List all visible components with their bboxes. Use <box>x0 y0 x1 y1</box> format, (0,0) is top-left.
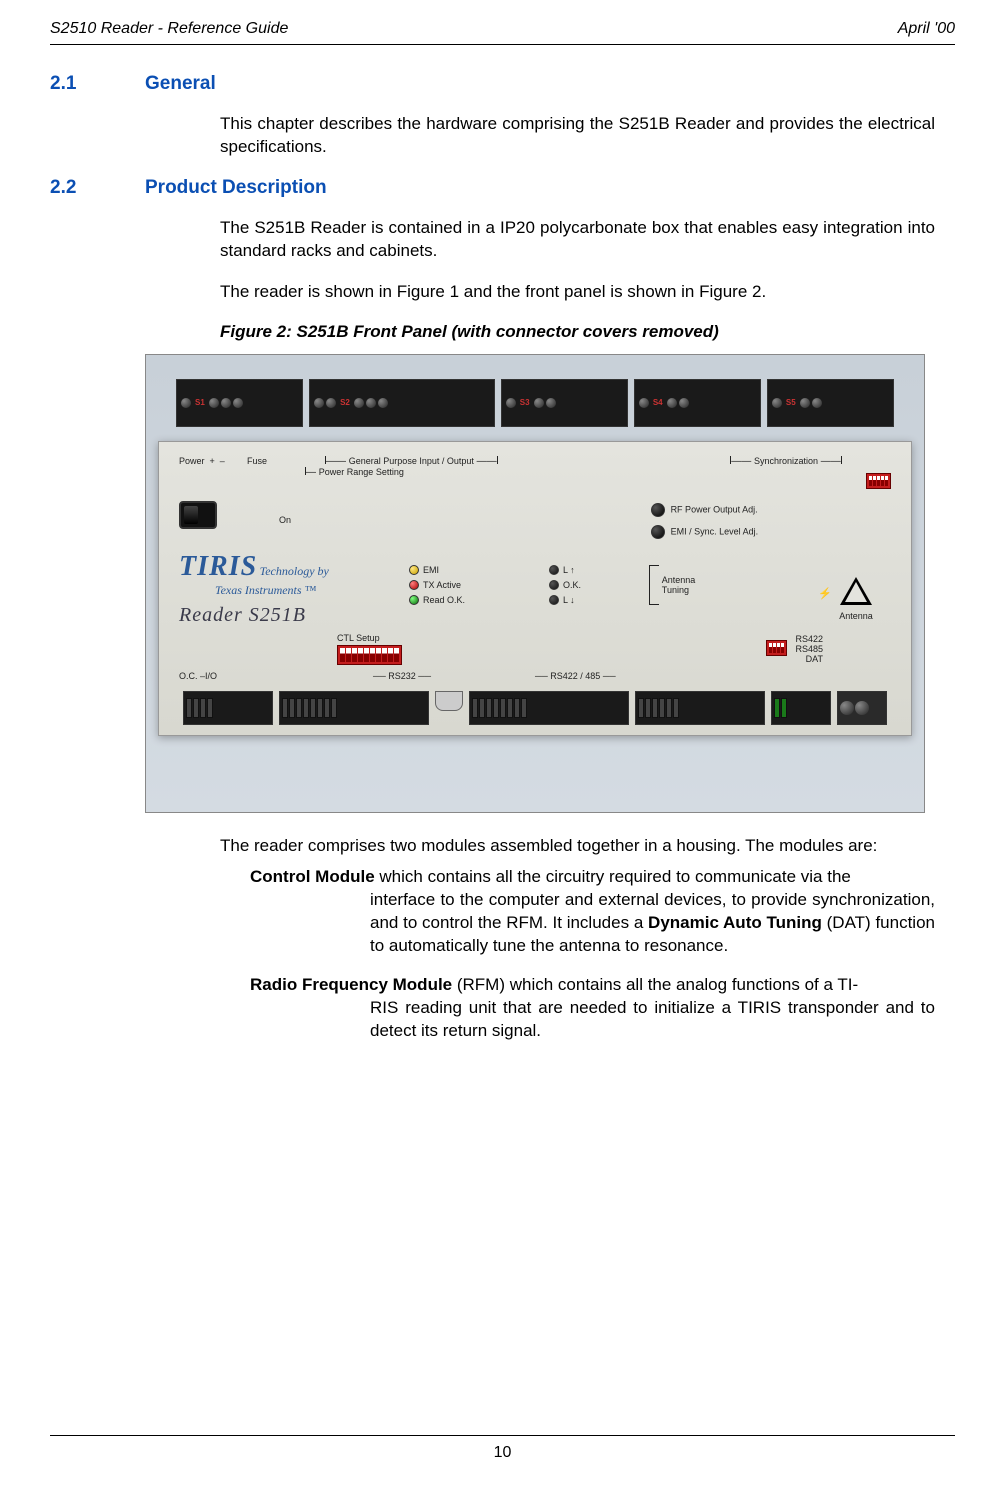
device-photo: S1 S2 S3 S4 S5 Power + – Fuse <box>145 354 925 813</box>
header-left: S2510 Reader - Reference Guide <box>50 20 288 38</box>
db9-connector <box>435 691 463 711</box>
serial-dip-switch <box>766 640 787 656</box>
section-2-2-num: 2.2 <box>50 177 145 199</box>
section-2-1-title: General <box>145 73 216 94</box>
section-2-2-p2: The reader is shown in Figure 1 and the … <box>220 281 935 304</box>
rfm-def: Radio Frequency Module (RFM) which conta… <box>250 974 935 1043</box>
section-2-1-p1: This chapter describes the hardware comp… <box>220 113 935 159</box>
power-rocker-switch <box>179 501 217 529</box>
ctl-dip-switch <box>337 645 402 665</box>
page-footer: 10 <box>50 1435 955 1462</box>
footer-rule <box>50 1435 955 1436</box>
header-right: April '00 <box>898 20 955 38</box>
control-module-def: Control Module which contains all the ci… <box>250 866 935 958</box>
page-number: 10 <box>50 1444 955 1462</box>
header-rule <box>50 44 955 45</box>
section-2-2-title: Product Description <box>145 177 327 198</box>
section-2-2-heading: 2.2Product Description <box>50 177 955 199</box>
figure-2-caption: Figure 2: S251B Front Panel (with connec… <box>220 322 955 342</box>
after-fig-p1: The reader comprises two modules assembl… <box>220 835 935 858</box>
sync-dip-switch <box>866 473 891 489</box>
figure-2: S1 S2 S3 S4 S5 Power + – Fuse <box>145 354 925 813</box>
section-2-1-heading: 2.1General <box>50 73 955 95</box>
section-2-2-p1: The S251B Reader is contained in a IP20 … <box>220 217 935 263</box>
section-2-1-num: 2.1 <box>50 73 145 95</box>
